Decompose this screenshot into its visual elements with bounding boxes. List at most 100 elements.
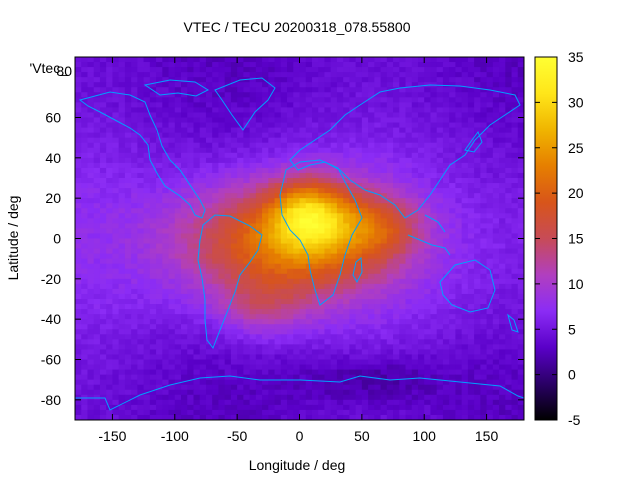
heat-cell <box>380 344 388 351</box>
heat-cell <box>436 263 444 270</box>
heat-cell <box>461 268 469 275</box>
heat-cell <box>243 107 251 114</box>
heat-cell <box>324 162 332 169</box>
heat-cell <box>193 67 201 73</box>
heat-cell <box>156 183 163 189</box>
heat-cell <box>118 178 126 184</box>
heat-cell <box>224 97 232 103</box>
heat-cell <box>112 67 120 73</box>
heat-cell <box>517 278 524 285</box>
heat-cell <box>449 253 457 260</box>
heat-cell <box>343 228 350 235</box>
heat-cell <box>405 304 413 310</box>
heat-cell <box>299 97 307 103</box>
heat-cell <box>112 394 120 401</box>
heat-cell <box>449 193 457 199</box>
heat-cell <box>436 283 444 290</box>
heat-cell <box>243 384 251 391</box>
heat-cell <box>505 82 513 88</box>
heat-cell <box>93 132 101 139</box>
heat-cell <box>374 268 382 275</box>
heat-cell <box>499 304 506 310</box>
heat-cell <box>386 299 394 305</box>
heat-cell <box>436 67 444 73</box>
heat-cell <box>361 132 369 139</box>
heat-cell <box>411 339 419 345</box>
heat-cell <box>156 57 163 63</box>
heat-cell <box>156 258 163 265</box>
heat-cell <box>149 233 157 240</box>
heat-cell <box>162 62 170 68</box>
heat-cell <box>81 223 89 230</box>
heat-cell <box>230 57 238 63</box>
heat-cell <box>399 283 407 290</box>
heat-cell <box>93 283 101 290</box>
heat-cell <box>287 183 294 189</box>
heat-cell <box>455 57 463 63</box>
heat-cell <box>474 228 481 235</box>
heat-cell <box>137 122 145 129</box>
heat-cell <box>230 374 238 381</box>
heat-cell <box>324 389 332 396</box>
heat-cell <box>156 248 163 255</box>
heat-cell <box>486 57 494 63</box>
heat-cell <box>149 238 157 245</box>
heat-cell <box>467 92 475 98</box>
heat-cell <box>324 77 332 83</box>
heat-cell <box>405 339 413 345</box>
heat-cell <box>411 77 419 83</box>
heat-cell <box>405 349 413 356</box>
heat-cell <box>174 157 182 164</box>
heat-cell <box>442 263 450 270</box>
heat-cell <box>156 198 163 204</box>
heat-cell <box>131 137 138 144</box>
heat-cell <box>218 283 226 290</box>
heat-cell <box>218 82 226 88</box>
heat-cell <box>268 299 276 305</box>
heat-cell <box>499 167 506 174</box>
heat-cell <box>237 92 244 98</box>
heat-cell <box>355 82 363 88</box>
heat-cell <box>218 183 226 189</box>
heat-cell <box>75 152 82 159</box>
heat-cell <box>393 394 400 401</box>
heat-cell <box>455 243 463 250</box>
heat-cell <box>149 137 157 144</box>
heat-cell <box>243 364 251 371</box>
heat-cell <box>124 97 132 103</box>
heat-cell <box>274 223 282 230</box>
heat-cell <box>368 258 375 265</box>
heat-cell <box>386 319 394 325</box>
heat-cell <box>143 273 151 280</box>
heat-cell <box>131 299 138 305</box>
heat-cell <box>137 253 145 260</box>
heat-cell <box>442 299 450 305</box>
heat-cell <box>143 218 151 224</box>
heat-cell <box>293 112 301 119</box>
heat-cell <box>81 258 89 265</box>
map-title: VTEC / TECU 20200318_078.55800 <box>183 19 410 35</box>
heat-cell <box>474 137 481 144</box>
heat-cell <box>486 102 494 109</box>
heat-cell <box>449 67 457 73</box>
heat-cell <box>511 364 519 371</box>
heat-cell <box>187 72 195 78</box>
heat-cell <box>442 334 450 340</box>
heat-cell <box>168 384 176 391</box>
heat-cell <box>187 157 195 164</box>
heat-cell <box>268 319 276 325</box>
heat-cell <box>237 389 244 396</box>
heat-cell <box>81 334 89 340</box>
heat-cell <box>255 384 263 391</box>
heat-cell <box>505 117 513 124</box>
heat-cell <box>380 349 388 356</box>
heat-cell <box>311 268 319 275</box>
heat-cell <box>287 228 294 235</box>
heat-cell <box>511 253 519 260</box>
heat-cell <box>505 389 513 396</box>
heat-cell <box>330 208 338 214</box>
heat-cell <box>411 389 419 396</box>
heat-cell <box>474 364 481 371</box>
heat-cell <box>293 67 301 73</box>
heat-cell <box>442 112 450 119</box>
